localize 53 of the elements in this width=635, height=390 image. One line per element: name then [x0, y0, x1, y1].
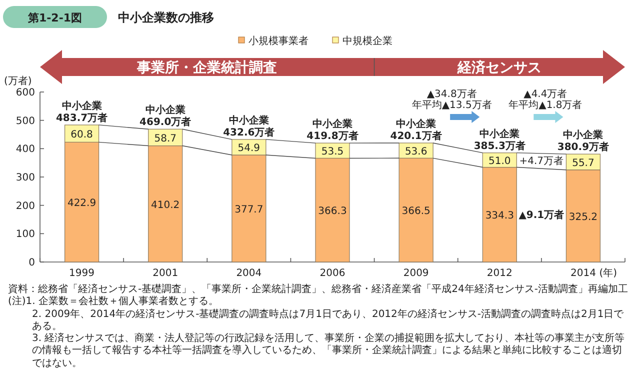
text: 事業所・企業統計調査	[136, 59, 278, 76]
chart-title: 中小企業数の推移	[118, 10, 214, 24]
x-tick-label: 2014	[570, 268, 596, 279]
total-label: 中小企業 483.7万者	[56, 100, 108, 124]
text: (注)1. 企業数＝会社数＋個人事業者数とする。	[8, 296, 220, 308]
y-axis-title: (万者)	[4, 75, 32, 87]
x-tick-label: 1999	[69, 268, 95, 279]
total-label: 中小企業 420.1万者	[390, 118, 442, 142]
data-label: 51.0	[488, 156, 511, 168]
annotation: ▲9.1万者	[518, 208, 564, 221]
x-tick-label: 2012	[486, 268, 512, 279]
data-label: 58.7	[154, 133, 176, 144]
x-tick-label: 2009	[403, 268, 429, 279]
x-tick-label: 2001	[152, 268, 178, 279]
y-tick-label: 200	[16, 200, 35, 212]
total-label: 中小企業 385.3万者	[474, 128, 526, 152]
data-label: 60.8	[70, 130, 93, 141]
total-label: 中小企業 432.6万者	[223, 114, 275, 138]
legend-label: 小規模事業者	[248, 35, 308, 47]
x-tick-label: 2006	[320, 268, 346, 279]
y-tick-label: 600	[16, 88, 35, 98]
data-label: 410.2	[151, 200, 180, 211]
x-tick-label: 2004	[236, 268, 262, 279]
text: 3. 経済センサスでは、商業・法人登記等の行政記録を活用して、事業所・企業の捕捉範囲を拡大しており、本社等の事業主が支所等の情報も一括して報告する本社等一括調査を導入しているため、「事業所・企業統計調査」による結果と単純に比較することは適切ではない。	[31, 333, 626, 370]
data-label: 53.5	[321, 146, 344, 158]
data-label: 53.6	[404, 146, 428, 158]
annotation: 年平均▲1.8万者	[508, 99, 582, 111]
annotation: +4.7万者	[519, 155, 564, 167]
data-label: 366.5	[402, 206, 430, 218]
x-axis-title: (年)	[599, 267, 618, 279]
y-tick-label: 500	[16, 116, 35, 127]
y-tick-label: 400	[16, 144, 35, 156]
data-label: 54.9	[238, 143, 260, 154]
text: 2. 2009年、2014年の経済センサス‐基礎調査の調査時点は7月1日であり、2012年の経済センサス‐活動調査の調査時点は2月1日である。	[31, 308, 625, 332]
text: 経済センサス	[456, 59, 542, 76]
y-tick-label: 100	[16, 229, 35, 240]
total-label: 中小企業 469.0万者	[140, 104, 192, 128]
data-label: 325.2	[568, 212, 598, 223]
text: 資料：総務省「経済センサス‐基礎調査」、「事業所・企業統計調査」、総務省・経済産業省「平成24年経済センサス‐活動調査」再編加工	[8, 284, 629, 296]
total-label: 中小企業 380.9万者	[557, 129, 610, 154]
annotation: ▲4.4万者	[524, 88, 568, 100]
total-label: 中小企業 419.8万者	[306, 118, 358, 142]
annotation: 年平均▲13.5万者	[412, 99, 492, 111]
y-tick-label: 300	[16, 172, 35, 184]
legend-label: 中規模企業	[342, 35, 392, 47]
data-label: 334.3	[485, 210, 514, 222]
data-label: 377.7	[234, 204, 264, 216]
annotation: ▲34.8万者	[426, 88, 477, 100]
y-tick-label: 0	[28, 258, 35, 268]
data-label: 55.7	[572, 158, 594, 169]
chart-subtitle: 第1-2-1図	[26, 12, 82, 24]
data-label: 366.3	[318, 206, 347, 218]
data-label: 422.9	[67, 198, 96, 210]
